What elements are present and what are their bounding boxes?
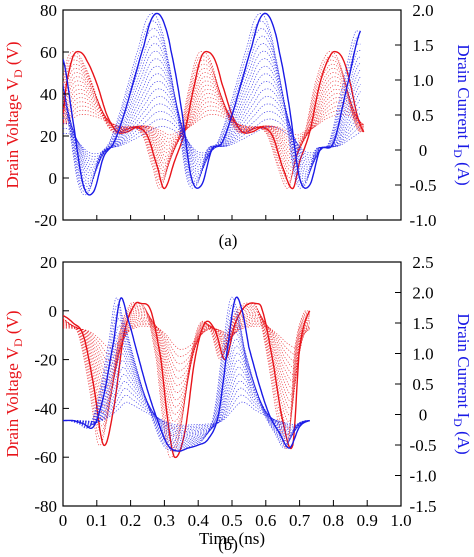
current-trace (63, 387, 310, 429)
current-trace (63, 317, 310, 447)
y-right-tick-label: -1.0 (410, 211, 437, 230)
y-left-tick-label: -20 (34, 211, 57, 230)
current-trace (63, 310, 310, 449)
x-tick-label: 0.8 (323, 511, 344, 530)
y-right-tick-label: -1.5 (410, 497, 437, 516)
current-trace (63, 20, 361, 193)
y-left-tick-label: 80 (40, 1, 57, 20)
data-area (63, 12, 365, 196)
voltage-trace (63, 317, 310, 386)
current-main-line (63, 12, 362, 196)
x-tick-label: 0.4 (188, 511, 210, 530)
data-area (63, 296, 311, 459)
current-trace (63, 303, 310, 450)
y-left-tick-label: -80 (34, 497, 57, 516)
current-trace (63, 338, 310, 442)
voltage-trace (63, 303, 310, 451)
current-trace (63, 373, 310, 433)
current-trace (63, 13, 361, 196)
x-axis-label: Time (ns) (199, 529, 265, 548)
y-left-tick-label: -20 (34, 351, 57, 370)
voltage-trace (63, 84, 365, 161)
x-tick-label: 0.7 (289, 511, 311, 530)
voltage-trace (63, 319, 310, 379)
voltage-trace (63, 324, 310, 357)
y-right-tick-label: 0 (419, 406, 428, 425)
voltage-trace (63, 97, 365, 150)
voltage-trace (63, 68, 364, 175)
voltage-trace (63, 302, 310, 458)
panel-label: (b) (218, 535, 238, 554)
voltage-trace (63, 80, 365, 164)
voltage-main-line (63, 301, 311, 459)
voltage-series (63, 301, 311, 459)
y-right-tick-label: -1.0 (410, 467, 437, 486)
current-trace (63, 43, 361, 185)
x-tick-label: 0.9 (357, 511, 378, 530)
y-left-tick-label: -60 (34, 448, 57, 467)
y-right-tick-label: 1.0 (412, 345, 433, 364)
y-right-axis-label: Drain Current ID (A) (451, 44, 473, 185)
y-right-tick-label: 0.5 (412, 375, 433, 394)
voltage-trace (63, 93, 365, 154)
voltage-trace (63, 306, 310, 437)
y-left-tick-label: 0 (49, 169, 58, 188)
voltage-trace (63, 325, 310, 350)
current-trace (63, 324, 310, 445)
x-tick-label: 0.6 (255, 511, 276, 530)
y-left-tick-label: 40 (40, 85, 57, 104)
y-left-tick-label: 20 (40, 253, 57, 272)
y-right-tick-label: -0.5 (410, 436, 437, 455)
y-left-axis-label: Drain Voltage VD (V) (3, 41, 25, 188)
y-right-axis-label: Drain Current ID (A) (451, 313, 473, 454)
voltage-trace (63, 322, 310, 365)
x-tick-label: 0.1 (86, 511, 107, 530)
y-right-tick-label: 2.0 (412, 284, 433, 303)
voltage-trace (63, 105, 365, 143)
chart-panel-a: 80 60 40 20 0 -20 2.0 1.5 1.0 0.5 0 -0.5 -1.0 (a) (34, 1, 436, 250)
current-trace (63, 296, 310, 452)
y-right-tick-label: 2.0 (412, 1, 433, 20)
current-series (63, 296, 310, 452)
y-right-tick-label: 0.5 (412, 106, 433, 125)
x-tick-label: 0 (59, 511, 68, 530)
y-right-tick-label: 1.0 (412, 71, 433, 90)
y-left-axis-label: Drain Voltage VD (V) (3, 310, 25, 457)
x-tick-label: 0.5 (221, 511, 242, 530)
voltage-trace (63, 101, 365, 147)
y-right-tick-label: 0 (419, 141, 428, 160)
y-right-tick-label: -0.5 (410, 176, 437, 195)
voltage-trace (63, 63, 364, 179)
x-tick-label: 0.3 (154, 511, 175, 530)
current-trace (63, 394, 310, 428)
voltage-trace (63, 55, 364, 186)
chart-panel-b: 20 0 -20 -40 -60 -80 2.5 2.0 1.5 1.0 0.5 0 -0.5 -1.0 -… (34, 253, 436, 554)
y-right-tick-label: 1.5 (412, 36, 433, 55)
voltage-trace (63, 309, 310, 422)
x-tick-label: 1.0 (390, 511, 411, 530)
current-series (63, 12, 362, 196)
panel-label: (a) (219, 231, 238, 250)
y-right-tick-label: 1.5 (412, 314, 433, 333)
y-left-tick-label: -40 (34, 399, 57, 418)
current-trace (63, 345, 310, 440)
voltage-trace (63, 88, 365, 157)
plot-frame (62, 261, 402, 507)
current-trace (63, 58, 361, 179)
y-left-tick-label: 20 (40, 127, 57, 146)
y-left-tick-label: 60 (40, 43, 57, 62)
x-tick-label: 0.2 (120, 511, 141, 530)
voltage-trace (63, 51, 364, 189)
y-right-tick-label: 2.5 (412, 253, 433, 272)
current-trace (63, 352, 310, 438)
y-left-tick-label: 0 (49, 302, 58, 321)
voltage-series (63, 50, 365, 190)
voltage-main-line (63, 50, 365, 190)
current-main-line (63, 296, 310, 452)
